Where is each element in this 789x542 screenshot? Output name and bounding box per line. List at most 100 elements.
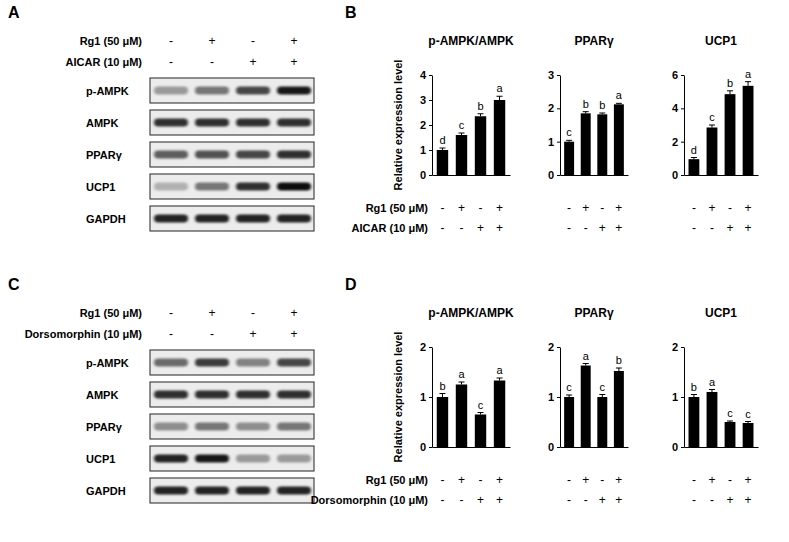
- bar: [475, 116, 486, 175]
- y-tick-mark: [681, 347, 684, 348]
- error-bar-cap: [691, 394, 697, 395]
- error-bar: [497, 378, 503, 381]
- panel-letter: A: [8, 4, 20, 21]
- y-tick-label: 3: [548, 69, 554, 81]
- blot-band: [154, 423, 188, 431]
- significance-letter: a: [458, 368, 465, 380]
- chart-title: UCP1: [705, 34, 737, 48]
- error-bar-cap: [439, 393, 445, 394]
- treatment-sign: +: [708, 201, 715, 215]
- treatment-label: Rg1 (50 μM): [80, 307, 143, 319]
- error-bar: [599, 113, 605, 114]
- blot-frame: [150, 446, 314, 471]
- bar: [689, 397, 700, 447]
- y-axis: 012: [548, 341, 561, 453]
- blot-band: [277, 215, 311, 223]
- error-bar: [458, 382, 464, 385]
- significance-letter: b: [616, 354, 622, 366]
- y-axis-line: [684, 348, 685, 448]
- treatment-sign: -: [251, 34, 255, 48]
- treatment-sign: +: [208, 34, 215, 48]
- y-axis-title: Relative expression level: [392, 60, 404, 191]
- y-tick-mark: [681, 142, 684, 143]
- blot-band: [154, 455, 188, 463]
- bar-chart: p-AMPK/AMPKRelative expression leveldcba…: [392, 34, 514, 190]
- blot-band: [154, 487, 188, 495]
- bar-chart: p-AMPK/AMPKRelative expression levelbaca…: [392, 306, 514, 462]
- band-label: GAPDH: [86, 485, 126, 497]
- chart-title: UCP1: [705, 306, 737, 320]
- treatment-sign: +: [458, 473, 465, 487]
- significance-letter: c: [709, 111, 715, 123]
- y-tick: 1: [548, 391, 560, 403]
- blot-band: [195, 455, 229, 463]
- y-tick-label: 0: [420, 441, 426, 453]
- y-tick: 0: [672, 441, 684, 453]
- y-tick-label: 1: [420, 391, 426, 403]
- y-tick: 1: [420, 391, 432, 403]
- y-axis-line: [684, 76, 685, 176]
- y-tick: 0: [548, 169, 560, 181]
- y-tick: 3: [548, 69, 560, 81]
- band-label: AMPK: [86, 389, 118, 401]
- bar: [597, 397, 607, 447]
- y-tick-label: 2: [420, 341, 426, 353]
- chart-title: PPARγ: [574, 306, 613, 320]
- treatment-sign: -: [567, 201, 571, 215]
- y-tick-label: 4: [672, 102, 679, 114]
- y-tick-label: 0: [548, 441, 554, 453]
- plot-area: [689, 82, 754, 175]
- error-bar-cap: [583, 363, 589, 364]
- blot-panel: CRg1 (50 μM)-+-+Dorsomorphin (10 μM)--++…: [8, 276, 314, 503]
- treatment-sign: +: [615, 493, 622, 507]
- treatment-sign: -: [169, 34, 173, 48]
- y-tick-label: 1: [672, 391, 678, 403]
- blot-band: [195, 215, 229, 223]
- treatment-sign: +: [496, 221, 503, 235]
- y-axis-line: [560, 348, 561, 448]
- y-tick-label: 1: [548, 391, 554, 403]
- error-bar: [709, 390, 715, 393]
- significance-letter: a: [745, 68, 752, 80]
- treatment-sign: +: [496, 201, 503, 215]
- y-tick: 2: [548, 102, 560, 114]
- blot-band: [277, 391, 311, 399]
- bar: [456, 135, 467, 175]
- blot-band: [277, 423, 311, 431]
- blot-band: [195, 423, 229, 431]
- y-tick: 3: [420, 94, 432, 106]
- bar: [725, 422, 736, 447]
- y-tick: 2: [672, 136, 684, 148]
- treatment-sign: +: [208, 306, 215, 320]
- treatment-sign: -: [440, 201, 444, 215]
- blot-band: [154, 391, 188, 399]
- treatment-sign: -: [567, 493, 571, 507]
- y-tick: 0: [420, 441, 432, 453]
- plot-area: [689, 390, 754, 448]
- bar: [437, 150, 448, 175]
- treatment-sign: -: [600, 473, 604, 487]
- blot-band: [195, 87, 229, 95]
- blot-frame: [150, 174, 314, 199]
- y-tick: 0: [548, 441, 560, 453]
- blot-band: [236, 455, 270, 463]
- y-tick-mark: [557, 108, 560, 109]
- error-bar-stem: [499, 96, 500, 100]
- y-tick: 4: [420, 69, 432, 81]
- y-tick-mark: [681, 175, 684, 176]
- error-bar-cap: [599, 394, 605, 395]
- y-tick-label: 0: [548, 169, 554, 181]
- treatment-label: AICAR (10 μM): [66, 56, 143, 68]
- error-bar-cap: [478, 113, 484, 114]
- band-label: AMPK: [86, 117, 118, 129]
- y-axis-line: [432, 76, 433, 176]
- y-tick-label: 0: [672, 441, 678, 453]
- y-axis: 0123: [548, 69, 561, 181]
- blot-band: [277, 87, 311, 95]
- y-tick: 0: [672, 169, 684, 181]
- error-bar: [478, 413, 484, 415]
- chart-title: PPARγ: [574, 34, 613, 48]
- significance-letter: b: [439, 380, 445, 392]
- y-tick-label: 0: [420, 169, 426, 181]
- bar: [437, 397, 448, 447]
